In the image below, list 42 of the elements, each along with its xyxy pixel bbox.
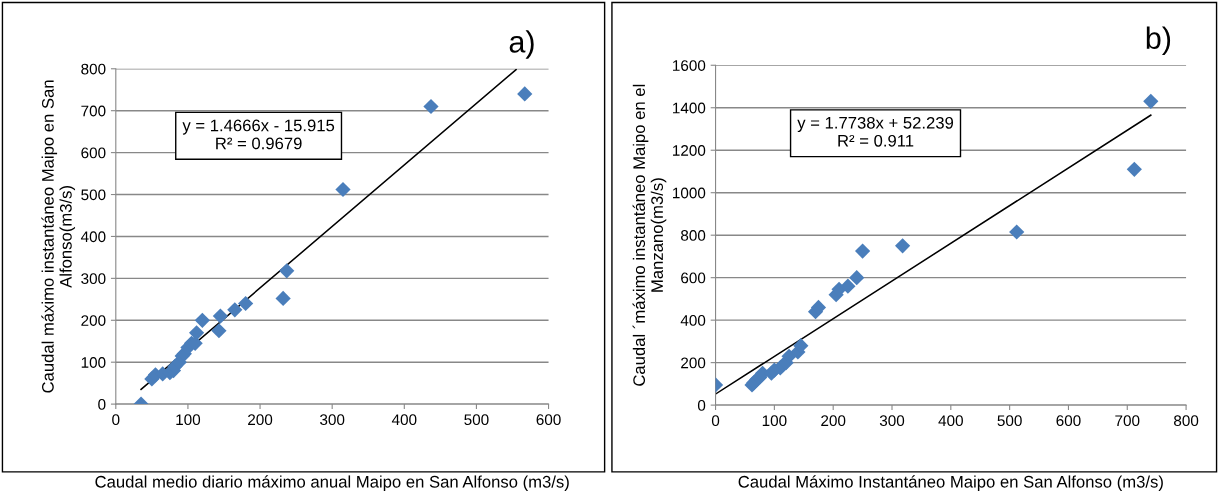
text: b)	[1146, 26, 1171, 56]
x-tick-label: 500	[997, 415, 1022, 427]
y-tick-label: 800	[81, 63, 106, 75]
y-tick-label: 1400	[673, 102, 706, 114]
y-tick-label: 100	[81, 357, 106, 368]
y-tick-label: 1200	[673, 145, 706, 156]
y-tick-label: 600	[81, 147, 106, 159]
y-axis-title: Caudal ´máximo instantáneo Maipo en el Manzano(m3/s)	[632, 84, 667, 386]
x-tick-label: 600	[1056, 415, 1081, 427]
x-tick-label: 0	[112, 414, 120, 426]
x-tick-label: 800	[1174, 415, 1199, 427]
y-tick-label: 700	[81, 105, 106, 117]
x-tick-label: 600	[536, 414, 561, 426]
x-axis-title: Caudal Máximo Instantáneo Maipo en San Alfonso (m3/s)	[738, 475, 1163, 491]
y-tick-label: 500	[81, 189, 106, 201]
text: a)	[509, 30, 534, 59]
x-tick-label: 400	[938, 415, 963, 427]
x-tick-label: 300	[879, 415, 905, 427]
x-tick-label: 200	[248, 414, 273, 426]
y-tick-label: 400	[80, 231, 106, 243]
y-tick-label: 0	[98, 398, 106, 410]
y-tick-label: 200	[681, 357, 706, 369]
x-tick-label: 200	[821, 415, 846, 427]
annotation: y = 1.7738x + 52.239 R² = 0.911	[797, 116, 954, 147]
y-tick-label: 300	[81, 273, 106, 285]
x-axis-title: Caudal medio diario máximo anual Maipo en San Alfonso (m3/s)	[95, 475, 569, 491]
x-tick-label: 700	[1115, 415, 1140, 427]
y-tick-label: 400	[680, 315, 706, 326]
y-tick-label: 1600	[673, 60, 706, 71]
x-tick-label: 500	[464, 414, 489, 426]
annotation: y = 1.4666x - 15.915 R² = 0.9679	[182, 119, 335, 150]
y-axis-title: Caudal máximo instantáneo Maipo en San Alfonso(m3/s)	[41, 80, 76, 393]
y-tick-label: 1000	[673, 187, 706, 199]
y-tick-label: 600	[681, 272, 706, 284]
x-tick-label: 100	[176, 414, 201, 426]
x-tick-label: 300	[320, 414, 345, 426]
y-tick-label: 800	[681, 230, 706, 241]
x-tick-label: 100	[762, 415, 787, 427]
y-tick-label: 0	[697, 399, 706, 411]
x-tick-label: 0	[711, 415, 720, 427]
y-tick-label: 200	[81, 315, 106, 326]
x-tick-label: 400	[391, 414, 417, 426]
